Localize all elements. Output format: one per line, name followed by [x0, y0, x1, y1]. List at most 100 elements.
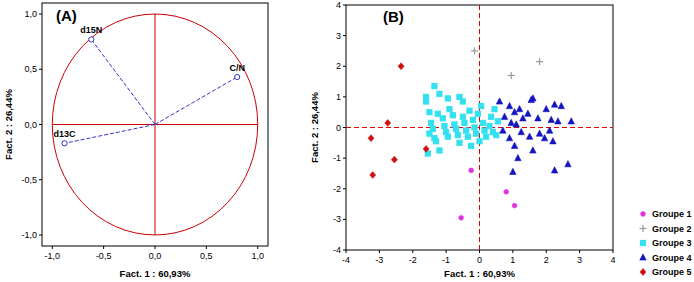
marker-part: [474, 47, 475, 54]
y-tick: [343, 35, 346, 36]
panel-title: (A): [56, 7, 77, 24]
x-axis-label: Fact. 1 : 60,93%: [444, 268, 515, 279]
point: [536, 58, 543, 65]
y-tick: [39, 179, 42, 180]
y-tick-label: 4: [336, 0, 341, 10]
reference-line: [346, 127, 613, 128]
legend-marker: [640, 269, 646, 276]
marker-part: [511, 72, 512, 79]
point: [548, 116, 554, 122]
y-tick: [39, 14, 42, 15]
vector-end: [62, 141, 67, 146]
point: [385, 120, 391, 127]
point: [555, 118, 561, 124]
x-tick: [479, 250, 480, 253]
point: [484, 134, 489, 139]
point: [447, 107, 452, 112]
point: [504, 189, 509, 194]
point: [489, 114, 494, 119]
x-tick-label: -2: [409, 255, 417, 265]
x-tick-label: 0: [477, 255, 482, 265]
x-tick-label: 3: [577, 255, 582, 265]
point: [424, 99, 429, 104]
point: [469, 168, 474, 173]
point: [511, 142, 517, 148]
legend-label: Groupe 3: [652, 238, 692, 248]
point: [457, 140, 462, 145]
point: [518, 128, 524, 134]
y-axis-label: Fact. 2 : 26,44%: [3, 89, 14, 160]
point: [550, 138, 556, 144]
reference-line: [479, 5, 480, 250]
y-tick: [343, 188, 346, 189]
point: [496, 98, 502, 104]
x-tick: [579, 250, 580, 253]
legend-marker: [640, 225, 647, 232]
vector-label: d15N: [80, 25, 102, 35]
legend-label: Groupe 4: [652, 253, 692, 263]
plot-frame: [346, 5, 613, 250]
y-axis-label: Fact. 2 : 26,44%: [309, 92, 320, 163]
point: [435, 111, 440, 116]
x-tick-label: 1: [510, 255, 515, 265]
point: [470, 117, 475, 122]
vector: [155, 77, 237, 124]
point: [427, 131, 432, 136]
legend-label: Groupe 2: [652, 224, 692, 234]
x-tick: [103, 246, 104, 249]
x-tick: [52, 246, 53, 249]
y-tick-label: 1: [336, 92, 341, 102]
x-tick-label: -0,5: [96, 251, 112, 261]
point: [565, 161, 571, 167]
x-tick-label: 4: [610, 255, 615, 265]
y-tick: [39, 124, 42, 125]
point: [465, 134, 470, 139]
point: [516, 106, 522, 112]
panel: -4-3-2-101234-4-3-2-101234Fact. 1 : 60,9…: [309, 0, 692, 279]
x-tick-label: -3: [375, 255, 383, 265]
legend-marker: [640, 240, 645, 245]
marker-part: [539, 58, 540, 65]
y-tick-label: 0,5: [24, 64, 37, 74]
point: [515, 155, 521, 161]
point: [495, 119, 500, 124]
marker-part: [642, 225, 643, 232]
y-tick: [343, 5, 346, 6]
vector-label: d13C: [54, 129, 77, 139]
point: [508, 72, 515, 79]
y-tick-label: -3: [333, 214, 341, 224]
point: [510, 168, 516, 174]
point: [471, 47, 478, 54]
vector-end: [235, 74, 240, 79]
plot-area: [52, 14, 257, 235]
point: [474, 131, 479, 136]
point: [434, 139, 439, 144]
y-tick-label: 0,0: [24, 120, 37, 130]
point: [551, 101, 557, 107]
point: [543, 106, 549, 112]
point: [506, 102, 512, 108]
point: [568, 118, 574, 124]
point: [512, 203, 517, 208]
y-tick-label: 2: [336, 61, 341, 71]
x-tick: [412, 250, 413, 253]
y-tick: [343, 96, 346, 97]
x-tick-label: 0,0: [149, 251, 162, 261]
point: [525, 110, 531, 116]
vector-labels: d15NC/Nd13C: [54, 25, 245, 139]
legend: Groupe 1Groupe 2Groupe 3Groupe 4Groupe 5: [640, 209, 692, 277]
y-tick: [343, 250, 346, 251]
point: [455, 133, 460, 138]
point: [513, 121, 519, 127]
point: [423, 146, 429, 153]
point: [469, 143, 474, 148]
point: [530, 147, 536, 153]
point: [501, 113, 507, 119]
point: [442, 123, 447, 128]
point: [368, 135, 374, 142]
point: [460, 114, 465, 119]
panel: -1,0-0,50,00,51,0-1,0-0,50,00,51,0Fact. …: [3, 3, 268, 279]
point: [440, 116, 445, 121]
point: [479, 103, 484, 108]
vector: [91, 39, 155, 124]
